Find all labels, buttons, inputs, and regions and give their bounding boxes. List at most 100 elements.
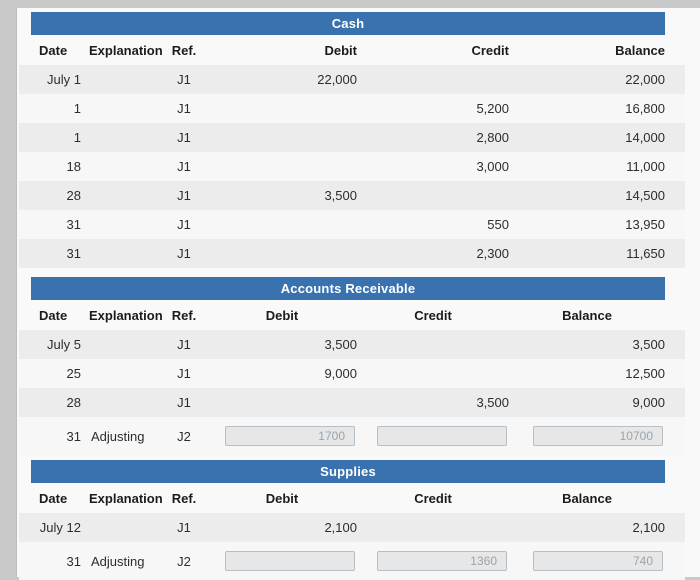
table-row: 1 J1 2,800 14,000 bbox=[19, 123, 685, 152]
credit-cell: 2,300 bbox=[476, 246, 509, 261]
balance-cell: 22,000 bbox=[625, 72, 665, 87]
table-row: 18 J1 3,000 11,000 bbox=[19, 152, 685, 181]
date-cell: July 1 bbox=[47, 72, 81, 87]
date-cell: 18 bbox=[66, 159, 81, 174]
column-header-explanation: Explanation bbox=[89, 490, 163, 506]
balance-cell bbox=[509, 426, 665, 446]
table-row: July 12 J1 2,100 2,100 bbox=[19, 513, 685, 542]
date-cell: July 12 bbox=[39, 520, 81, 535]
table-row: 31 J1 2,300 11,650 bbox=[19, 239, 685, 268]
debit-cell: 2,100 bbox=[324, 520, 357, 535]
explanation-cell: Adjusting bbox=[91, 428, 145, 444]
column-header-balance: Balance bbox=[562, 307, 612, 323]
date-cell: 1 bbox=[73, 101, 81, 116]
balance-cell: 11,000 bbox=[626, 159, 665, 174]
column-header-debit: Debit bbox=[265, 307, 299, 323]
credit-cell bbox=[357, 551, 509, 571]
ref-cell: J1 bbox=[177, 130, 191, 145]
credit-input[interactable] bbox=[377, 426, 507, 446]
ref-cell: J1 bbox=[177, 520, 191, 535]
balance-cell: 14,500 bbox=[625, 188, 665, 203]
ledger-table-cash: Cash Date Explanation Ref. Debit Credit … bbox=[19, 12, 685, 268]
balance-cell: 12,500 bbox=[625, 366, 665, 381]
balance-cell: 16,800 bbox=[625, 101, 665, 116]
column-header-ref: Ref. bbox=[171, 490, 197, 506]
debit-cell: 22,000 bbox=[317, 72, 357, 87]
table-row: 28 J1 3,500 9,000 bbox=[19, 388, 685, 417]
ref-cell: J1 bbox=[177, 366, 191, 381]
credit-cell: 550 bbox=[487, 217, 509, 232]
ref-cell: J2 bbox=[177, 553, 191, 569]
debit-cell: 9,000 bbox=[324, 366, 357, 381]
date-cell: 25 bbox=[66, 366, 81, 381]
balance-cell bbox=[509, 551, 665, 571]
column-header-explanation: Explanation bbox=[89, 42, 163, 58]
debit-input[interactable] bbox=[225, 551, 355, 571]
column-header-date: Date bbox=[39, 42, 68, 58]
column-header-date: Date bbox=[39, 307, 68, 323]
adjusting-entry-row: 31 Adjusting J2 bbox=[19, 417, 685, 455]
column-header-debit: Debit bbox=[324, 42, 358, 58]
table-row: 25 J1 9,000 12,500 bbox=[19, 359, 685, 388]
explanation-cell: Adjusting bbox=[91, 553, 145, 569]
table-row: 28 J1 3,500 14,500 bbox=[19, 181, 685, 210]
table-title: Supplies bbox=[31, 460, 665, 483]
ref-cell: J1 bbox=[177, 159, 191, 174]
debit-cell bbox=[207, 426, 357, 446]
ref-cell: J1 bbox=[177, 217, 191, 232]
balance-cell: 13,950 bbox=[625, 217, 665, 232]
table-row: July 5 J1 3,500 3,500 bbox=[19, 330, 685, 359]
balance-cell: 9,000 bbox=[632, 395, 665, 410]
ref-cell: J1 bbox=[177, 395, 191, 410]
table-row: 1 J1 5,200 16,800 bbox=[19, 94, 685, 123]
balance-input[interactable] bbox=[533, 551, 663, 571]
credit-cell: 2,800 bbox=[476, 130, 509, 145]
ref-cell: J1 bbox=[177, 246, 191, 261]
date-cell: 28 bbox=[66, 188, 81, 203]
column-header-credit: Credit bbox=[471, 42, 509, 58]
ledger-table-supplies: Supplies Date Explanation Ref. Debit Cre… bbox=[19, 460, 685, 580]
column-header-ref: Ref. bbox=[171, 42, 197, 58]
date-cell: 28 bbox=[66, 395, 81, 410]
credit-cell: 3,000 bbox=[476, 159, 509, 174]
column-header-ref: Ref. bbox=[171, 307, 197, 323]
debit-input[interactable] bbox=[225, 426, 355, 446]
column-header-row: Date Explanation Ref. Debit Credit Balan… bbox=[19, 483, 685, 513]
credit-input[interactable] bbox=[377, 551, 507, 571]
ref-cell: J2 bbox=[177, 428, 191, 444]
credit-cell: 3,500 bbox=[476, 395, 509, 410]
adjusting-entry-row: 31 Adjusting J2 bbox=[19, 542, 685, 580]
column-header-row: Date Explanation Ref. Debit Credit Balan… bbox=[19, 300, 685, 330]
date-cell: 31 bbox=[66, 217, 81, 232]
ref-cell: J1 bbox=[177, 188, 191, 203]
table-title: Accounts Receivable bbox=[31, 277, 665, 300]
date-cell: 31 bbox=[66, 246, 81, 261]
column-header-explanation: Explanation bbox=[89, 307, 163, 323]
table-row: July 1 J1 22,000 22,000 bbox=[19, 65, 685, 94]
ref-cell: J1 bbox=[177, 337, 191, 352]
credit-cell bbox=[357, 426, 509, 446]
table-row: 31 J1 550 13,950 bbox=[19, 210, 685, 239]
date-cell: July 5 bbox=[47, 337, 81, 352]
debit-cell bbox=[207, 551, 357, 571]
date-cell: 31 bbox=[66, 428, 81, 444]
balance-cell: 14,000 bbox=[625, 130, 665, 145]
column-header-balance: Balance bbox=[615, 42, 665, 58]
date-cell: 31 bbox=[66, 553, 81, 569]
balance-input[interactable] bbox=[533, 426, 663, 446]
column-header-credit: Credit bbox=[414, 490, 452, 506]
column-header-credit: Credit bbox=[414, 307, 452, 323]
column-header-balance: Balance bbox=[562, 490, 612, 506]
ref-cell: J1 bbox=[177, 101, 191, 116]
debit-cell: 3,500 bbox=[324, 188, 357, 203]
balance-cell: 11,650 bbox=[626, 246, 665, 261]
column-header-debit: Debit bbox=[265, 490, 299, 506]
debit-cell: 3,500 bbox=[324, 337, 357, 352]
balance-cell: 2,100 bbox=[632, 520, 665, 535]
column-header-date: Date bbox=[39, 490, 68, 506]
balance-cell: 3,500 bbox=[632, 337, 665, 352]
column-header-row: Date Explanation Ref. Debit Credit Balan… bbox=[19, 35, 685, 65]
content-area: Cash Date Explanation Ref. Debit Credit … bbox=[16, 8, 700, 580]
credit-cell: 5,200 bbox=[476, 101, 509, 116]
ledger-table-accounts-receivable: Accounts Receivable Date Explanation Ref… bbox=[19, 277, 685, 455]
